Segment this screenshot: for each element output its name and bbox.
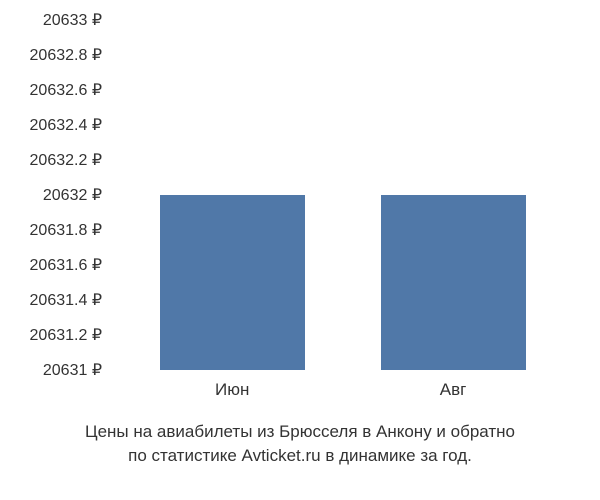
y-axis: 20633 ₽20632.8 ₽20632.6 ₽20632.4 ₽20632.… bbox=[0, 20, 110, 370]
y-tick-label: 20632.6 ₽ bbox=[30, 80, 102, 100]
y-tick-label: 20631.8 ₽ bbox=[30, 220, 102, 240]
y-tick-label: 20632.8 ₽ bbox=[30, 45, 102, 65]
y-tick-label: 20633 ₽ bbox=[43, 10, 102, 30]
y-tick-label: 20632.4 ₽ bbox=[30, 115, 102, 135]
x-tick-label: Авг bbox=[440, 380, 467, 400]
plot-area bbox=[110, 20, 580, 370]
chart-container: 20633 ₽ 20632.8 ₽ 20632.6 ₽ 20632.4 ₽ 20632.… bbox=[0, 0, 600, 500]
caption-line-2: по статистике Avticket.ru в динамике за … bbox=[20, 444, 580, 468]
x-tick-label: Июн bbox=[215, 380, 249, 400]
x-axis: Июн Авг bbox=[110, 375, 580, 405]
bar bbox=[381, 195, 526, 370]
bar bbox=[160, 195, 305, 370]
y-tick-label: 20631.6 ₽ bbox=[30, 255, 102, 275]
chart-caption: Цены на авиабилеты из Брюсселя в Анкону … bbox=[0, 420, 600, 468]
y-tick-label: 20632 ₽ bbox=[43, 185, 102, 205]
y-tick-label: 20632.2 ₽ bbox=[30, 150, 102, 170]
y-tick-label: 20631.2 ₽ bbox=[30, 325, 102, 345]
y-tick-label: 20631 ₽ bbox=[43, 360, 102, 380]
caption-line-1: Цены на авиабилеты из Брюсселя в Анкону … bbox=[20, 420, 580, 444]
y-tick-label: 20631.4 ₽ bbox=[30, 290, 102, 310]
